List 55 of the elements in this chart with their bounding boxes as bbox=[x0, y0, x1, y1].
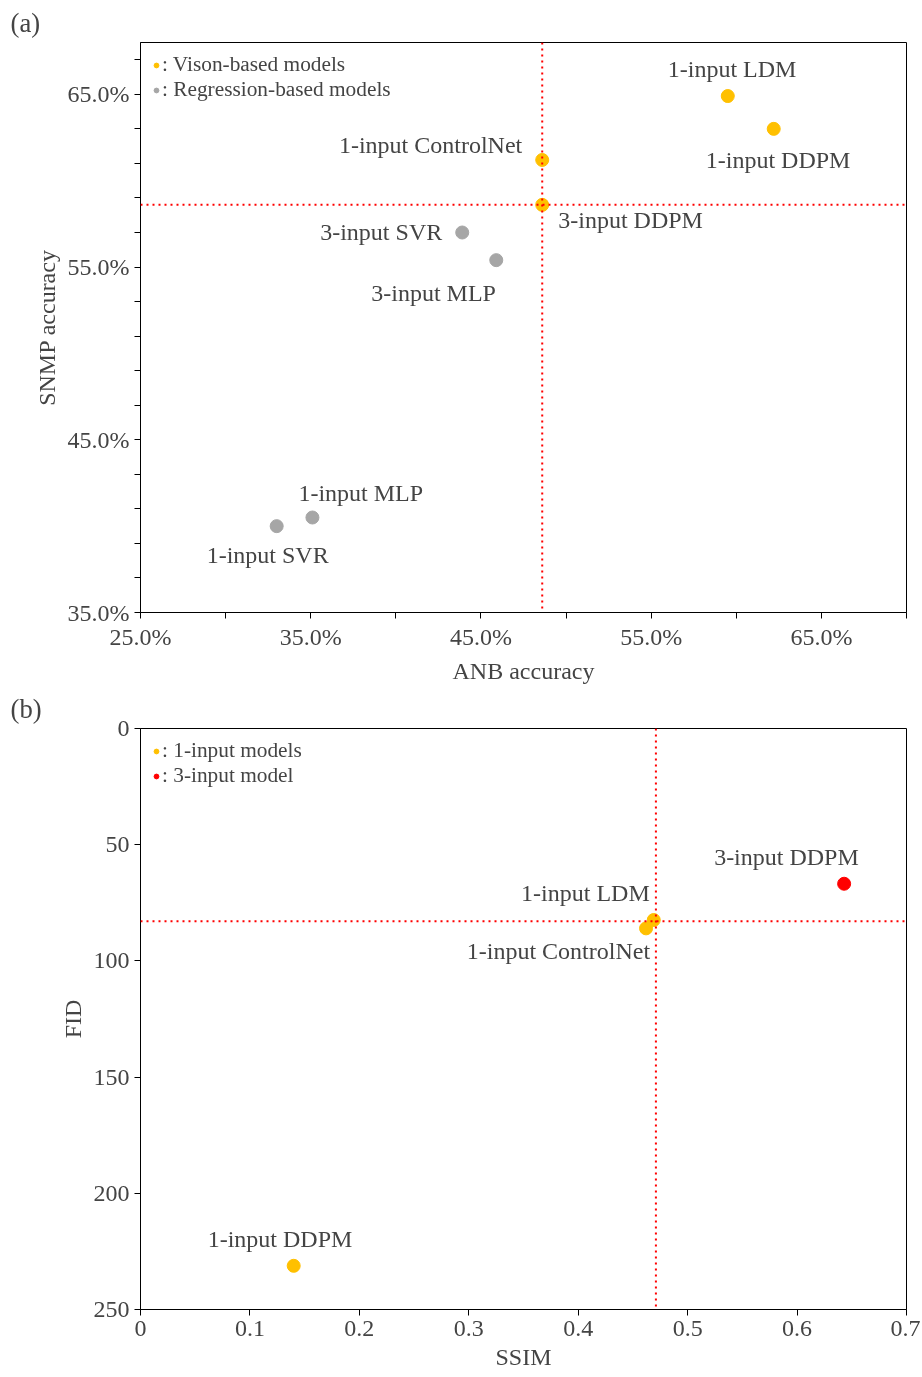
annotation: 3-input MLP bbox=[371, 280, 496, 307]
y-axis-title: SNMP accuracy bbox=[33, 250, 60, 406]
annotation: 1-input LDM bbox=[521, 880, 650, 906]
annotation: 1-input SVR bbox=[206, 542, 329, 569]
point bbox=[535, 152, 550, 167]
point bbox=[766, 121, 781, 136]
legend-label: : 3-input model bbox=[162, 763, 294, 788]
x-tick-label: 0 bbox=[134, 1314, 147, 1341]
y-tick-label: 65.0% bbox=[67, 81, 130, 108]
chart-title: (b) bbox=[10, 693, 42, 724]
x-tick-label: 0.5 bbox=[672, 1314, 703, 1341]
x-tick-label: 0.6 bbox=[782, 1314, 813, 1341]
x-tick-label: 65.0% bbox=[790, 623, 853, 650]
y-tick-label: 200 bbox=[93, 1179, 130, 1206]
legend-label: : 1-input models bbox=[162, 738, 302, 763]
annotation: 1-input DDPM bbox=[207, 1225, 353, 1252]
annotation: 3-input DDPM bbox=[714, 843, 859, 870]
point bbox=[269, 519, 284, 534]
x-axis-title: SSIM bbox=[495, 1343, 552, 1370]
x-tick-label: 25.0% bbox=[109, 623, 172, 650]
x-tick-label: 0.4 bbox=[563, 1314, 594, 1341]
annotation: 1-input LDM bbox=[667, 56, 797, 83]
chart-title: (a) bbox=[10, 7, 41, 38]
annotation: 1-input ControlNet bbox=[338, 131, 523, 158]
x-tick-label: 55.0% bbox=[620, 623, 683, 650]
point bbox=[305, 510, 320, 525]
x-axis-title: ANB accuracy bbox=[452, 657, 595, 684]
y-tick-label: 45.0% bbox=[67, 426, 130, 453]
point bbox=[720, 89, 735, 104]
x-tick-label: 0.3 bbox=[453, 1314, 484, 1341]
annotation: 1-input DDPM bbox=[705, 146, 851, 173]
y-tick-label: 250 bbox=[93, 1296, 130, 1322]
y-tick-label: 35.0% bbox=[67, 599, 130, 626]
point bbox=[455, 225, 470, 240]
point bbox=[837, 876, 852, 891]
x-tick-label: 45.0% bbox=[449, 623, 512, 650]
point bbox=[489, 253, 504, 268]
annotation: 3-input DDPM bbox=[558, 206, 703, 233]
y-axis-title: FID bbox=[59, 999, 86, 1039]
legend-label: : Regression-based models bbox=[162, 77, 391, 102]
annotation: 1-input ControlNet bbox=[466, 938, 651, 965]
x-tick-label: 0.2 bbox=[344, 1314, 375, 1341]
y-tick-label: 50 bbox=[105, 831, 130, 858]
y-tick-label: 0 bbox=[117, 715, 130, 741]
x-tick-label: 0.7 bbox=[890, 1314, 921, 1341]
y-tick-label: 150 bbox=[93, 1063, 130, 1090]
legend-label: : Vison-based models bbox=[162, 52, 346, 77]
annotation: 1-input MLP bbox=[298, 479, 424, 506]
point bbox=[286, 1258, 301, 1273]
y-tick-label: 55.0% bbox=[67, 254, 130, 281]
y-tick-label: 100 bbox=[93, 947, 130, 974]
x-tick-label: 35.0% bbox=[279, 623, 342, 650]
x-tick-label: 0.1 bbox=[234, 1314, 265, 1341]
point bbox=[639, 921, 654, 936]
annotation: 3-input SVR bbox=[320, 218, 443, 245]
